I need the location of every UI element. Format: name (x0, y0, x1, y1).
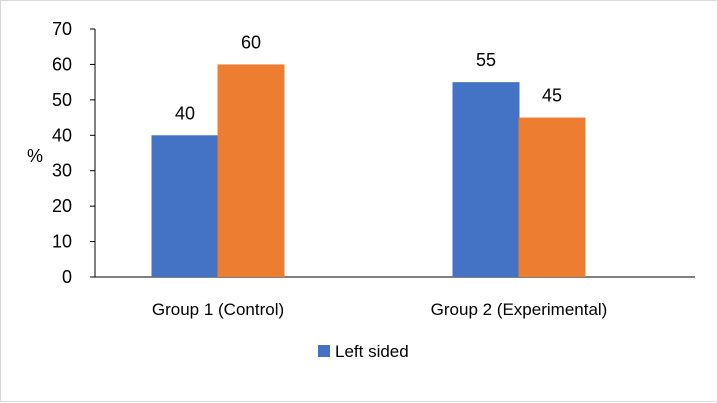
y-tick-label: 30 (52, 161, 72, 181)
legend: Left sided (318, 342, 409, 361)
y-tick-label: 60 (52, 54, 72, 74)
bar (151, 135, 219, 277)
legend-swatch (318, 345, 330, 357)
y-tick-label: 0 (62, 267, 72, 287)
data-label: 45 (542, 86, 562, 106)
y-tick-label: 20 (52, 196, 72, 216)
x-axis-labels: Group 1 (Control) Group 2 (Experimental) (152, 300, 607, 319)
bar (518, 117, 586, 277)
bars (151, 64, 586, 278)
bar (217, 64, 285, 277)
x-tick-label: Group 1 (Control) (152, 300, 284, 319)
y-tick-label: 40 (52, 125, 72, 145)
y-tick-label: 70 (52, 19, 72, 39)
y-axis: 0 10 20 30 40 50 60 70 (52, 19, 695, 287)
data-labels: 40 55 60 45 (175, 32, 562, 123)
legend-label: Left sided (335, 342, 409, 361)
x-tick-label: Group 2 (Experimental) (431, 300, 608, 319)
y-tick-label: 50 (52, 90, 72, 110)
y-axis-label: % (27, 146, 43, 166)
y-tick-label: 10 (52, 232, 72, 252)
data-label: 60 (241, 32, 261, 52)
data-label: 55 (476, 50, 496, 70)
bar (452, 82, 520, 278)
data-label: 40 (175, 103, 195, 123)
